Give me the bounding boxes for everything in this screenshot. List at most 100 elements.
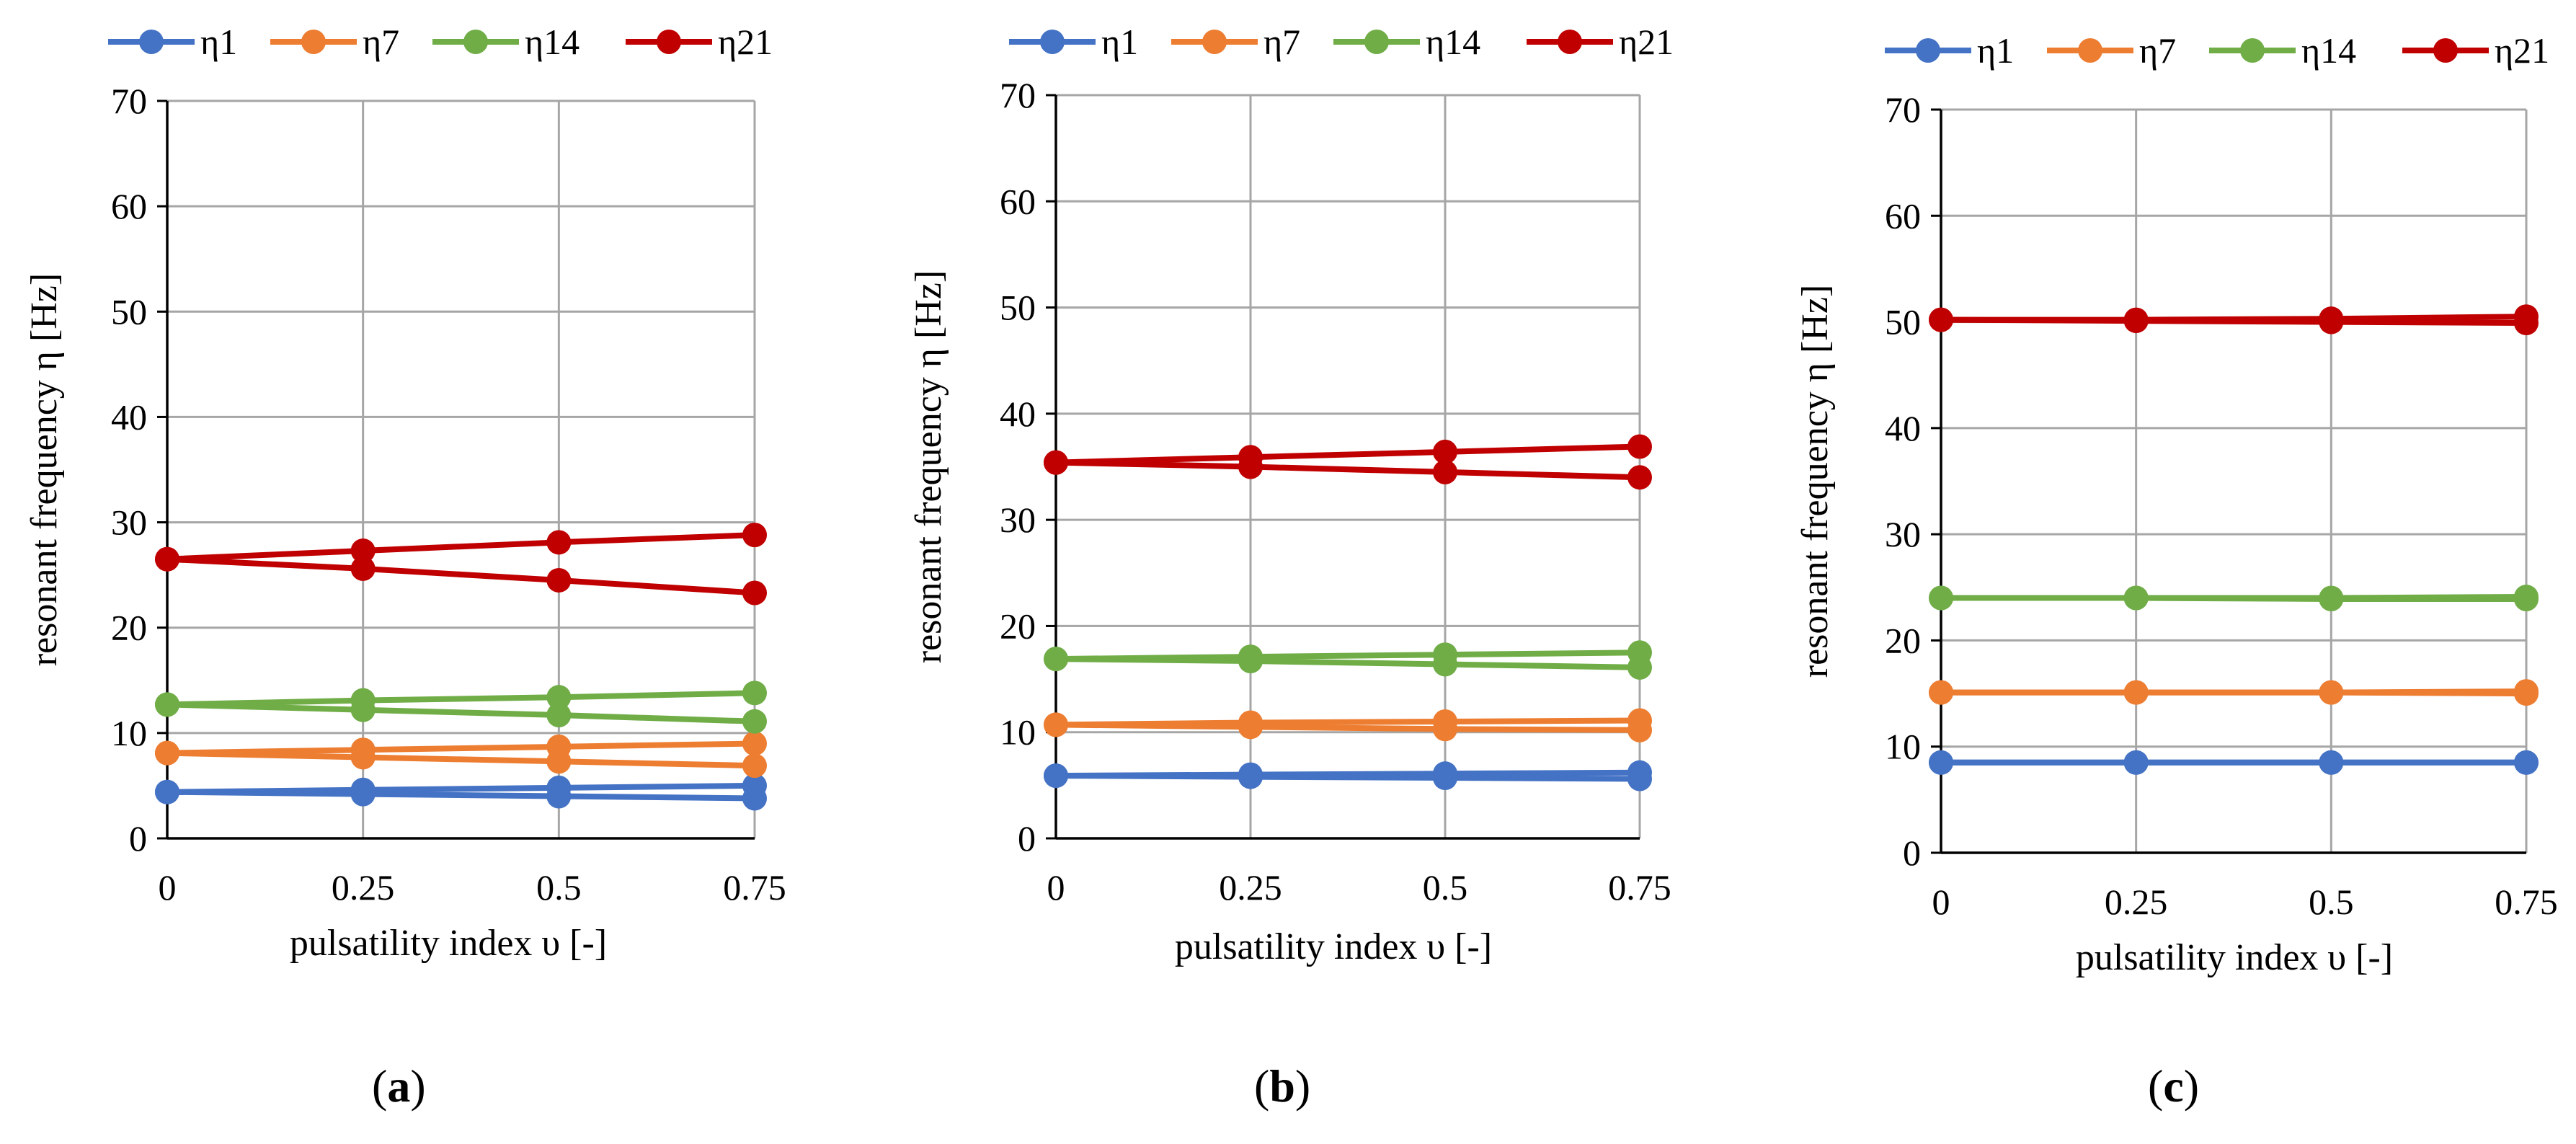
legend-marker-eta7 xyxy=(1202,30,1227,54)
legend-marker-eta1 xyxy=(139,30,164,54)
series-line-eta-14 xyxy=(1941,595,2526,602)
data-point-eta-21 xyxy=(155,546,179,572)
data-point-eta-14 xyxy=(1044,647,1068,672)
y-tick-label: 30 xyxy=(111,502,147,543)
chart-panel-b: 0 10 20 30 40 50 60 70 0 0.25 0.5 0.75 pulsatility i… xyxy=(908,22,1674,967)
x-tick-label: 0.75 xyxy=(1608,867,1671,908)
x-tick-label: 0.25 xyxy=(2105,882,2168,922)
legend-marker-eta14 xyxy=(1364,30,1389,54)
data-point-eta-14 xyxy=(1433,652,1457,677)
data-point-eta-1 xyxy=(2514,750,2539,775)
y-tick-label: 30 xyxy=(1000,500,1036,540)
y-tick-label: 70 xyxy=(111,81,147,121)
y-axis-title: resonant frequency η [Hz] xyxy=(24,273,65,667)
legend-label-eta7: η7 xyxy=(363,22,399,62)
chart-panel-a: 0 10 20 30 40 50 60 70 0 0.25 0.5 0.75 pulsatility i… xyxy=(24,22,786,964)
y-tick-label: 10 xyxy=(1000,712,1036,753)
panel-label-c: (c) xyxy=(2148,1060,2200,1112)
series-line-eta-21 xyxy=(1055,459,1640,481)
x-axis-title: pulsatility index υ [-] xyxy=(2076,937,2393,978)
data-point-eta-14 xyxy=(1929,585,1953,611)
data-point-eta-14 xyxy=(2514,586,2539,611)
data-point-eta-1 xyxy=(1044,763,1068,789)
data-point-eta-14 xyxy=(546,703,572,728)
legend-label-eta7: η7 xyxy=(2139,30,2176,71)
series-line-eta-21 xyxy=(166,556,755,596)
legend-label-eta21: η21 xyxy=(2495,30,2549,71)
y-tick-label: 50 xyxy=(111,291,147,332)
series-line-eta-7 xyxy=(1941,689,2527,697)
data-point-eta-1 xyxy=(1433,766,1457,791)
legend-marker-eta14 xyxy=(463,30,488,54)
y-tick-label: 70 xyxy=(1000,75,1036,115)
series-line-eta-1 xyxy=(1055,773,1640,782)
data-point-eta-14 xyxy=(742,709,767,734)
data-point-eta-14 xyxy=(1627,655,1652,680)
legend-label-eta7: η7 xyxy=(1263,22,1300,62)
data-point-eta-1 xyxy=(1238,764,1263,789)
data-point-eta-14 xyxy=(350,697,376,722)
series-line-eta-21 xyxy=(1940,316,2527,326)
x-axis-title: pulsatility index υ [-] xyxy=(290,923,607,964)
legend-marker-eta1 xyxy=(1040,30,1065,54)
y-tick-label: 60 xyxy=(1885,195,1921,236)
x-tick-label: 0.25 xyxy=(332,867,395,908)
legend-marker-eta21 xyxy=(657,30,681,54)
data-point-eta-7 xyxy=(546,749,572,774)
data-point-eta-21 xyxy=(350,556,376,581)
data-point-eta-7 xyxy=(350,745,376,770)
data-point-eta-7 xyxy=(1044,712,1068,737)
y-tick-label: 50 xyxy=(1000,288,1036,328)
x-tick-label: 0 xyxy=(1047,867,1065,908)
data-point-eta-21 xyxy=(742,580,767,606)
data-point-eta-1 xyxy=(2319,750,2344,775)
y-tick-label: 30 xyxy=(1885,514,1921,554)
x-tick-label: 0.5 xyxy=(1423,867,1468,908)
data-point-eta-21 xyxy=(546,567,572,593)
data-point-eta-1 xyxy=(742,786,767,811)
data-point-eta-7 xyxy=(2123,680,2149,705)
x-tick-label: 0 xyxy=(159,867,177,908)
y-tick-label: 50 xyxy=(1885,302,1921,342)
legend-label-eta14: η14 xyxy=(2301,30,2356,71)
y-tick-label: 40 xyxy=(111,396,147,437)
data-point-eta-7 xyxy=(1433,717,1457,742)
data-point-eta-14 xyxy=(155,692,179,717)
panel-label-b: (b) xyxy=(1254,1060,1311,1112)
data-point-eta-14 xyxy=(546,685,572,710)
data-point-eta-7 xyxy=(742,731,767,756)
data-point-eta-21 xyxy=(1044,450,1068,475)
data-point-eta-21 xyxy=(1627,434,1652,459)
data-point-eta-21 xyxy=(546,530,572,555)
y-tick-label: 40 xyxy=(1885,408,1921,448)
legend-label-eta1: η1 xyxy=(200,22,237,62)
data-point-eta-21 xyxy=(2123,309,2149,334)
y-tick-label: 20 xyxy=(111,608,147,648)
series-line-eta-7 xyxy=(166,750,755,769)
data-point-eta-1 xyxy=(2123,750,2149,775)
series-line-eta-14 xyxy=(166,701,755,724)
panel-letter-a: a xyxy=(387,1060,411,1112)
data-point-eta-1 xyxy=(155,779,179,804)
legend-label-eta1: η1 xyxy=(1101,22,1138,62)
y-tick-label: 60 xyxy=(1000,181,1036,221)
series-line-eta-21 xyxy=(1055,443,1640,466)
y-tick-label: 20 xyxy=(1000,606,1036,646)
x-tick-label: 0.25 xyxy=(1219,867,1282,908)
data-point-eta-7 xyxy=(742,753,767,779)
legend-label-eta21: η21 xyxy=(1619,22,1674,62)
x-tick-label: 0.75 xyxy=(2495,882,2558,922)
data-point-eta-21 xyxy=(1433,459,1457,484)
legend-marker-eta7 xyxy=(301,30,326,54)
data-point-eta-21 xyxy=(1433,439,1457,464)
legend-label-eta14: η14 xyxy=(525,22,579,62)
data-point-eta-21 xyxy=(2514,311,2539,336)
y-tick-label: 0 xyxy=(1903,833,1921,873)
x-tick-label: 0 xyxy=(1932,882,1950,922)
data-point-eta-7 xyxy=(1238,714,1263,740)
data-point-eta-14 xyxy=(2319,586,2344,611)
y-tick-label: 10 xyxy=(1885,727,1921,767)
legend-marker-eta21 xyxy=(2433,38,2458,63)
data-point-eta-1 xyxy=(350,781,376,807)
